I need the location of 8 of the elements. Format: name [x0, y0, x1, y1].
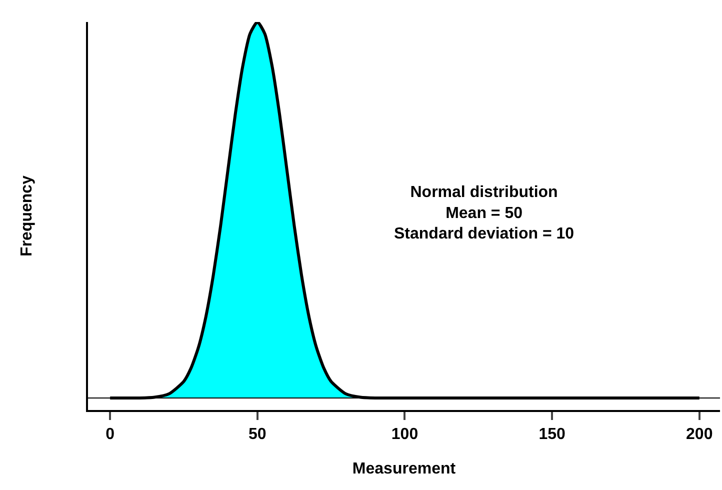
x-axis-title: Measurement — [352, 460, 456, 478]
annotation: Normal distribution Mean = 50 Standard deviation = 10 — [394, 184, 574, 243]
x-tick-label: 0 — [106, 426, 115, 444]
x-tick-label: 50 — [248, 426, 266, 444]
y-axis-title: Frequency — [18, 175, 36, 256]
x-tick-label: 150 — [538, 426, 566, 444]
x-tick-label: 100 — [391, 426, 418, 444]
x-tick-label: 200 — [686, 426, 713, 444]
